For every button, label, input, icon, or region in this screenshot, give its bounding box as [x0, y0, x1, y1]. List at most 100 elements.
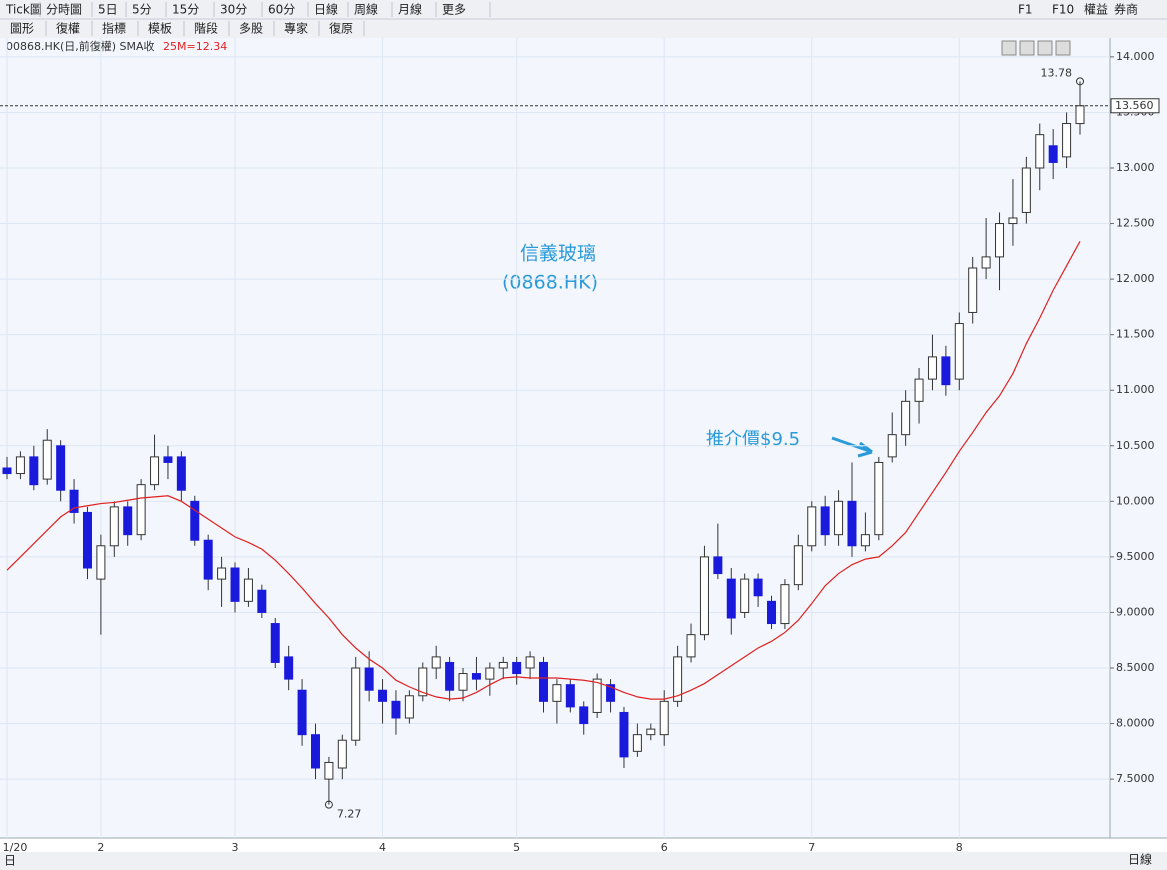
annotation: 信義玻璃: [520, 243, 596, 265]
candle-body: [686, 634, 696, 658]
annotation: 推介價$9.5: [706, 429, 800, 450]
y-tick-label: 9.0000: [1116, 605, 1155, 618]
candle-body: [1062, 123, 1072, 158]
y-tick-label: 9.5000: [1116, 550, 1155, 563]
arrow: [831, 436, 873, 458]
toolbar-button[interactable]: 15分: [172, 3, 199, 17]
candle-body: [579, 706, 589, 725]
icon[interactable]: [1037, 40, 1053, 56]
toolbar-button[interactable]: 階段: [194, 21, 218, 36]
annotation: (0868.HK): [502, 272, 598, 294]
candle-body: [525, 656, 535, 669]
candle-body: [780, 584, 790, 625]
x-tick-label: 8: [956, 841, 963, 854]
candle-body: [1035, 134, 1045, 169]
candle-body: [458, 673, 468, 691]
candle-body: [445, 661, 455, 691]
candle-body: [136, 484, 146, 536]
toolbar-button[interactable]: 專家: [284, 21, 308, 36]
toolbar-button[interactable]: F10: [1052, 3, 1074, 17]
x-tick-label: 3: [232, 841, 239, 854]
candle-body: [230, 567, 240, 602]
low-label: 7.27: [337, 808, 362, 821]
y-tick-label: 7.5000: [1116, 772, 1155, 785]
bottom-button[interactable]: 日: [4, 854, 16, 868]
candle-body: [767, 600, 777, 625]
toolbar-button[interactable]: F1: [1018, 3, 1033, 17]
candle-body: [418, 667, 428, 697]
candle-body: [539, 661, 548, 702]
candle-body: [820, 506, 830, 536]
axis-bg: [1110, 38, 1167, 838]
candle-body: [123, 506, 133, 536]
toolbar-button[interactable]: 復原: [329, 21, 353, 36]
icon[interactable]: [1019, 40, 1035, 56]
candle-body: [471, 673, 481, 680]
toolbar-button[interactable]: 5分: [132, 3, 152, 17]
toolbar-button[interactable]: 券商: [1114, 2, 1138, 17]
toolbar-button[interactable]: 60分: [268, 3, 295, 17]
toolbar-button[interactable]: 30分: [220, 3, 247, 17]
x-tick-label: 5: [513, 841, 520, 854]
toolbar-button[interactable]: Tick圖: [5, 3, 42, 17]
candle-body: [498, 661, 508, 669]
toolbar-button[interactable]: 日線: [314, 2, 338, 17]
icon[interactable]: [1055, 40, 1071, 56]
candle-body: [699, 556, 709, 636]
icon[interactable]: [1001, 40, 1017, 56]
info: 00868.HK(日,前復權) SMA收: [6, 39, 155, 53]
candle-body: [673, 656, 683, 702]
toolbar-button[interactable]: 復權: [56, 21, 80, 36]
y-tick-label: 14.000: [1116, 50, 1155, 63]
candle-body: [552, 684, 562, 702]
plot-bg: [0, 38, 1110, 838]
candle-body: [659, 700, 669, 736]
candle-body: [1008, 217, 1018, 225]
bottom-button[interactable]: 日線: [1128, 852, 1152, 867]
toolbar-button[interactable]: 指標: [102, 21, 126, 36]
low-marker: [324, 800, 333, 809]
candle-body: [203, 539, 213, 580]
toolbar-button[interactable]: 更多: [442, 3, 466, 17]
toolbar-button[interactable]: 模板: [148, 22, 172, 36]
y-tick-label: 11.000: [1116, 383, 1155, 396]
toolbar-button[interactable]: 分時圖: [46, 3, 82, 17]
candle-body: [15, 456, 25, 475]
candle-body: [914, 378, 924, 402]
candle-body: [606, 684, 616, 702]
toolbar-button[interactable]: 權益: [1084, 3, 1108, 17]
candle-body: [391, 700, 401, 719]
x-tick-label: 4: [379, 841, 386, 854]
candle-body: [351, 667, 361, 741]
current-price-box: [1110, 98, 1160, 114]
toolbar-button[interactable]: 5日: [98, 3, 118, 17]
candle-body: [1048, 145, 1058, 163]
toolbar-button[interactable]: 月線: [398, 2, 422, 17]
x-tick-label: 7: [808, 841, 815, 854]
toolbar-button[interactable]: 圖形: [10, 22, 34, 36]
candle-body: [2, 467, 12, 475]
candle-body: [270, 623, 280, 663]
candle-body: [364, 667, 374, 691]
candle-body: [646, 728, 656, 736]
toolbar-button[interactable]: 周線: [354, 2, 378, 17]
sma-legend: 25M=12.34: [163, 40, 227, 53]
candle-body: [337, 739, 347, 769]
candle-body: [874, 461, 884, 536]
candle-body: [887, 434, 897, 458]
candle-body: [740, 578, 750, 613]
candle-body: [726, 578, 736, 619]
candle-body: [753, 578, 763, 597]
tool-icons: [1001, 40, 1071, 56]
candle-body: [257, 589, 267, 613]
candle-body: [109, 506, 119, 547]
candle-body: [632, 734, 642, 752]
y-tick-label: 12.000: [1116, 272, 1155, 285]
candle-body: [927, 356, 937, 380]
candle-body: [217, 567, 227, 580]
candle-body: [592, 678, 602, 713]
toolbar-button[interactable]: 多股: [239, 22, 263, 36]
candle-body: [485, 667, 495, 680]
y-tick-label: 13.000: [1116, 161, 1155, 174]
candle-body: [42, 439, 52, 480]
